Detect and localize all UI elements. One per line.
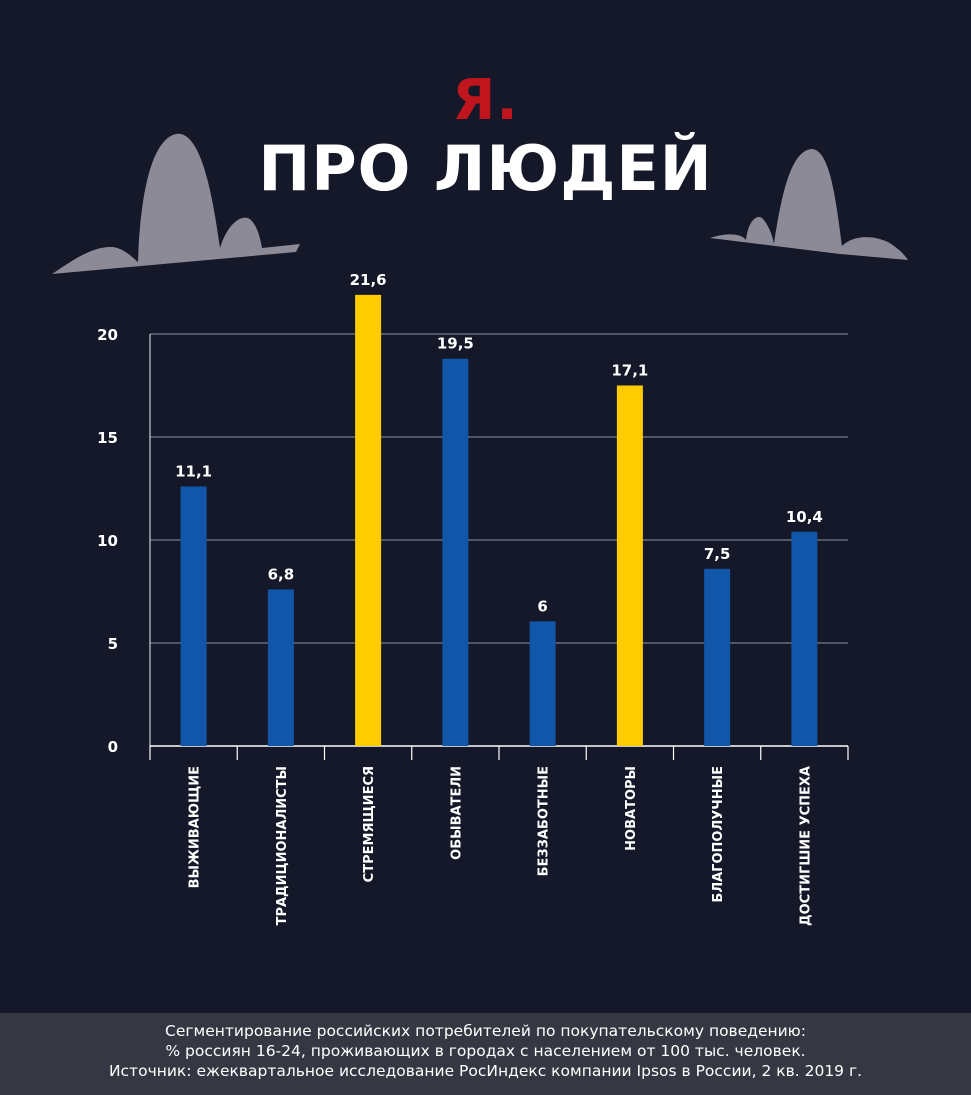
footer-line-1: Сегментирование российских потребителей … [165, 1022, 806, 1040]
data-label: 21,6 [350, 271, 387, 289]
data-label: 6,8 [268, 565, 295, 583]
bar [616, 385, 643, 746]
y-tick-label: 5 [108, 635, 118, 653]
data-label: 7,5 [704, 545, 731, 563]
footer-note: Сегментирование российских потребителей … [0, 1013, 971, 1095]
data-label: 10,4 [786, 508, 823, 526]
page-title: ПРО ЛЮДЕЙ [258, 132, 713, 205]
x-category-label: БЕЗЗАБОТНЫЕ [537, 766, 552, 876]
bar [267, 589, 294, 746]
x-category-label: ДОСТИГШИЕ УСПЕХА [798, 766, 813, 926]
y-tick-label: 10 [97, 532, 118, 550]
footer-line-3: Источник: ежеквартальное исследование Ро… [108, 1062, 863, 1080]
bar [355, 294, 382, 746]
data-label: 17,1 [611, 362, 648, 380]
x-category-label: ВЫЖИВАЮЩИЕ [188, 766, 203, 888]
left-hill-decoration [52, 133, 300, 274]
right-hill-decoration [710, 149, 908, 260]
x-category-label: БЛАГОПОЛУЧНЫЕ [711, 766, 726, 903]
y-tick-label: 15 [97, 429, 118, 447]
bar [180, 486, 207, 746]
data-label: 6 [537, 597, 547, 615]
footer-line-2: % россиян 16-24, проживающих в городах с… [165, 1042, 806, 1060]
bar [791, 531, 818, 746]
bar-chart: 0 5 10 15 20 11,1 ВЫЖИВАЮЩИЕ 6,8 ТРАДИЦИОНАЛИСТЫ… [97, 271, 849, 926]
bar [704, 568, 731, 746]
bar [529, 621, 556, 746]
x-category-label: СТРЕМЯЩИЕСЯ [362, 766, 377, 882]
x-category-label: НОВАТОРЫ [624, 766, 639, 851]
x-category-label: ТРАДИЦИОНАЛИСТЫ [275, 766, 290, 925]
data-label: 11,1 [175, 462, 212, 480]
bar [442, 358, 469, 746]
brand-logo: Я. [452, 68, 519, 133]
y-tick-label: 0 [108, 738, 118, 756]
y-tick-label: 20 [97, 326, 118, 344]
x-category-label: ОБЫВАТЕЛИ [449, 766, 464, 860]
data-label: 19,5 [437, 335, 474, 353]
